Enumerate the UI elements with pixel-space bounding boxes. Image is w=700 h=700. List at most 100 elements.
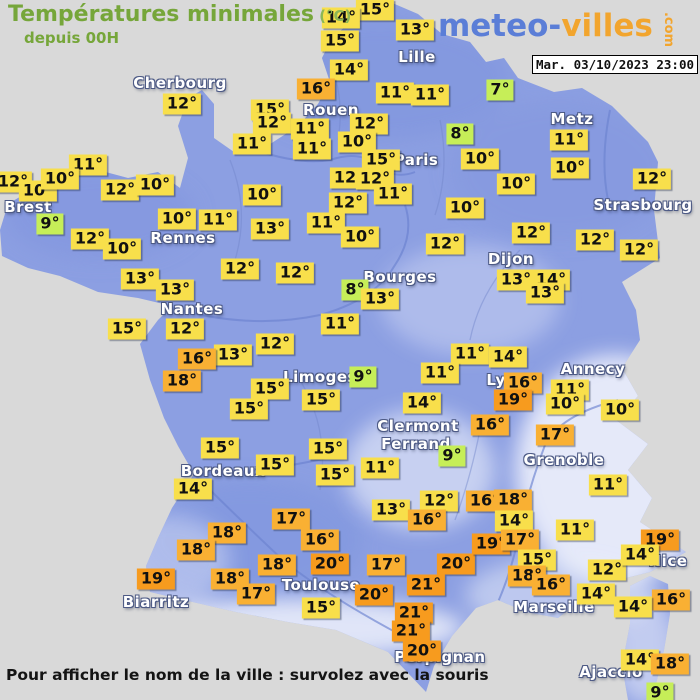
temperature-badge[interactable]: 8°: [446, 123, 474, 145]
temperature-badge[interactable]: 11°: [306, 212, 346, 234]
temperature-badge[interactable]: 12°: [349, 113, 389, 135]
temperature-badge[interactable]: 12°: [162, 93, 202, 115]
temperature-badge[interactable]: 12°: [587, 559, 627, 581]
temperature-badge[interactable]: 11°: [360, 457, 400, 479]
temperature-badge[interactable]: 12°: [511, 222, 551, 244]
temperature-badge[interactable]: 14°: [321, 7, 361, 29]
temperature-badge[interactable]: 16°: [300, 529, 340, 551]
temperature-badge[interactable]: 19°: [471, 533, 511, 555]
temperature-badge[interactable]: 11°: [410, 84, 450, 106]
temperature-badge[interactable]: 13°: [525, 282, 565, 304]
temperature-badge[interactable]: 12°: [575, 229, 615, 251]
temperature-badge[interactable]: 13°: [496, 269, 536, 291]
temperature-badge[interactable]: 14°: [576, 583, 616, 605]
temperature-badge[interactable]: 12°: [252, 112, 292, 134]
temperature-badge[interactable]: 16°: [407, 509, 447, 531]
temperature-badge[interactable]: 10°: [445, 197, 485, 219]
temperature-badge[interactable]: 14°: [494, 510, 534, 532]
temperature-badge[interactable]: 16°: [651, 589, 691, 611]
temperature-badge[interactable]: 16°: [177, 348, 217, 370]
temperature-badge[interactable]: 10°: [157, 208, 197, 230]
temperature-badge[interactable]: 11°: [375, 82, 415, 104]
temperature-badge[interactable]: 11°: [320, 313, 360, 335]
temperature-badge[interactable]: 18°: [176, 539, 216, 561]
temperature-badge[interactable]: 16°: [503, 372, 543, 394]
temperature-badge[interactable]: 21°: [391, 620, 431, 642]
temperature-badge[interactable]: 12°: [425, 233, 465, 255]
temperature-badge[interactable]: 9°: [349, 366, 377, 388]
temperature-badge[interactable]: 12°: [632, 168, 672, 190]
temperature-badge[interactable]: 15°: [361, 149, 401, 171]
temperature-badge[interactable]: 14°: [613, 596, 653, 618]
temperature-badge[interactable]: 13°: [213, 344, 253, 366]
temperature-badge[interactable]: 10°: [460, 148, 500, 170]
temperature-badge[interactable]: 14°: [402, 392, 442, 414]
temperature-badge[interactable]: 11°: [292, 138, 332, 160]
temperature-badge[interactable]: 12°: [220, 258, 260, 280]
temperature-badge[interactable]: 10°: [600, 399, 640, 421]
temperature-badge[interactable]: 19°: [493, 389, 533, 411]
temperature-badge[interactable]: 7°: [486, 79, 514, 101]
temperature-badge[interactable]: 15°: [250, 378, 290, 400]
temperature-badge[interactable]: 11°: [588, 474, 628, 496]
temperature-badge[interactable]: 13°: [371, 499, 411, 521]
temperature-badge[interactable]: 11°: [198, 209, 238, 231]
temperature-badge[interactable]: 21°: [406, 574, 446, 596]
temperature-badge[interactable]: 20°: [402, 640, 442, 662]
temperature-badge[interactable]: 9°: [438, 445, 466, 467]
temperature-badge[interactable]: 13°: [155, 279, 195, 301]
temperature-badge[interactable]: 10°: [340, 226, 380, 248]
temperature-badge[interactable]: 16°: [531, 574, 571, 596]
temperature-badge[interactable]: 17°: [271, 508, 311, 530]
temperature-badge[interactable]: 10°: [545, 393, 585, 415]
temperature-badge[interactable]: 12°: [275, 262, 315, 284]
temperature-badge[interactable]: 20°: [436, 553, 476, 575]
temperature-badge[interactable]: 16°: [470, 414, 510, 436]
temperature-badge[interactable]: 18°: [257, 554, 297, 576]
temperature-badge[interactable]: 18°: [207, 522, 247, 544]
temperature-badge[interactable]: 15°: [107, 318, 147, 340]
temperature-badge[interactable]: 11°: [232, 133, 272, 155]
temperature-badge[interactable]: 14°: [329, 59, 369, 81]
temperature-badge[interactable]: 10°: [135, 174, 175, 196]
temperature-badge[interactable]: 10°: [550, 157, 590, 179]
temperature-badge[interactable]: 13°: [250, 218, 290, 240]
temperature-badge[interactable]: 18°: [493, 489, 533, 511]
temperature-badge[interactable]: 11°: [373, 183, 413, 205]
temperature-badge[interactable]: 14°: [173, 478, 213, 500]
temperature-badge[interactable]: 20°: [354, 584, 394, 606]
temperature-badge[interactable]: 11°: [420, 362, 460, 384]
temperature-badge[interactable]: 11°: [290, 118, 330, 140]
temperature-badge[interactable]: 10°: [496, 173, 536, 195]
temperature-badge[interactable]: 15°: [200, 437, 240, 459]
temperature-badge[interactable]: 15°: [517, 549, 557, 571]
temperature-badge[interactable]: 15°: [355, 0, 395, 21]
temperature-badge[interactable]: 12°: [619, 239, 659, 261]
temperature-badge[interactable]: 12°: [165, 318, 205, 340]
temperature-badge[interactable]: 12°: [70, 228, 110, 250]
temperature-badge[interactable]: 13°: [360, 288, 400, 310]
temperature-badge[interactable]: 12°: [100, 179, 140, 201]
temperature-badge[interactable]: 15°: [301, 597, 341, 619]
temperature-badge[interactable]: 18°: [162, 370, 202, 392]
temperature-badge[interactable]: 12°: [255, 333, 295, 355]
temperature-badge[interactable]: 15°: [255, 454, 295, 476]
temperature-badge[interactable]: 15°: [301, 389, 341, 411]
meteo-villes-logo[interactable]: meteo-villes .com: [438, 8, 686, 47]
temperature-badge[interactable]: 10°: [102, 238, 142, 260]
temperature-badge[interactable]: 14°: [488, 346, 528, 368]
temperature-badge[interactable]: 9°: [36, 213, 64, 235]
temperature-badge[interactable]: 17°: [236, 583, 276, 605]
temperature-badge[interactable]: 15°: [308, 438, 348, 460]
temperature-badge[interactable]: 13°: [120, 268, 160, 290]
temperature-badge[interactable]: 10°: [242, 184, 282, 206]
temperature-badge[interactable]: 13°: [395, 19, 435, 41]
temperature-badge[interactable]: 17°: [500, 529, 540, 551]
temperature-badge[interactable]: 9°: [646, 682, 674, 700]
temperature-badge[interactable]: 15°: [320, 30, 360, 52]
temperature-badge[interactable]: 16°: [296, 78, 336, 100]
temperature-badge[interactable]: 10°: [40, 168, 80, 190]
temperature-badge[interactable]: 20°: [310, 553, 350, 575]
temperature-badge[interactable]: 14°: [620, 649, 660, 671]
temperature-badge[interactable]: 17°: [535, 424, 575, 446]
